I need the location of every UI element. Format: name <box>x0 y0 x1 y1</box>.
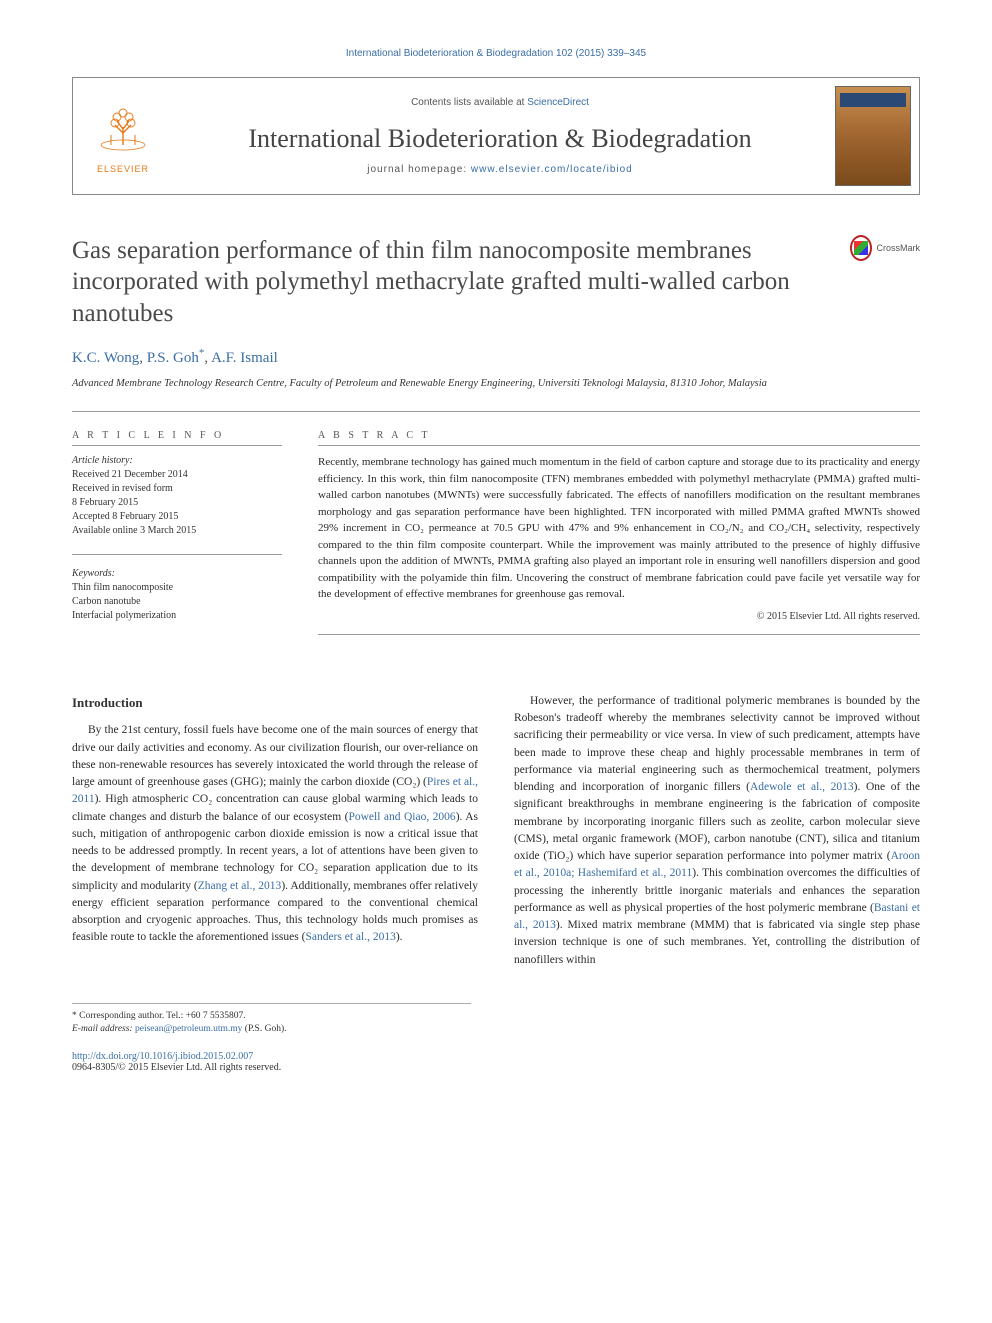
crossmark-badge[interactable]: CrossMark <box>850 235 920 261</box>
corresponding-email-link[interactable]: peisean@petroleum.utm.my <box>135 1024 242 1034</box>
crossmark-label: CrossMark <box>876 243 920 253</box>
intro-paragraph-1: By the 21st century, fossil fuels have b… <box>72 722 478 946</box>
author-list: K.C. Wong, P.S. Goh*, A.F. Ismail <box>72 347 920 367</box>
abstract-column: A B S T R A C T Recently, membrane techn… <box>318 430 920 647</box>
keywords-block: Keywords: Thin film nanocomposite Carbon… <box>72 567 282 623</box>
history-label: Article history: <box>72 454 282 468</box>
history-online: Available online 3 March 2015 <box>72 524 282 538</box>
ref-zhang-2013[interactable]: Zhang et al., 2013 <box>198 880 282 892</box>
introduction-heading: Introduction <box>72 693 478 713</box>
ref-sanders-2013[interactable]: Sanders et al., 2013 <box>305 931 395 943</box>
article-info-heading: A R T I C L E I N F O <box>72 430 282 446</box>
journal-homepage-link[interactable]: www.elsevier.com/locate/ibiod <box>471 164 633 175</box>
contents-available-line: Contents lists available at ScienceDirec… <box>183 97 817 108</box>
article-title: Gas separation performance of thin film … <box>72 235 830 329</box>
publisher-name: ELSEVIER <box>97 164 149 174</box>
keyword-3: Interfacial polymerization <box>72 609 282 623</box>
abstract-heading: A B S T R A C T <box>318 430 920 446</box>
keyword-2: Carbon nanotube <box>72 595 282 609</box>
journal-name: International Biodeterioration & Biodegr… <box>183 124 817 154</box>
intro-paragraph-2: However, the performance of traditional … <box>514 693 920 969</box>
history-revised-label: Received in revised form <box>72 482 282 496</box>
history-revised-date: 8 February 2015 <box>72 496 282 510</box>
info-divider <box>72 554 282 555</box>
journal-cover-block <box>827 78 919 194</box>
email-suffix: (P.S. Goh). <box>242 1024 286 1034</box>
abstract-divider <box>318 634 920 635</box>
abstract-copyright: © 2015 Elsevier Ltd. All rights reserved… <box>318 611 920 622</box>
ref-adewole-2013[interactable]: Adewole et al., 2013 <box>750 781 854 793</box>
affiliation: Advanced Membrane Technology Research Ce… <box>72 377 920 392</box>
article-info-column: A R T I C L E I N F O Article history: R… <box>72 430 282 647</box>
abstract-text: Recently, membrane technology has gained… <box>318 454 920 603</box>
corresponding-author-note: * Corresponding author. Tel.: +60 7 5535… <box>72 1010 471 1023</box>
crossmark-icon <box>850 235 872 261</box>
author-3: A.F. Ismail <box>211 350 278 366</box>
journal-cover-thumbnail <box>835 86 911 186</box>
elsevier-tree-icon <box>93 99 153 159</box>
journal-masthead: ELSEVIER Contents lists available at Sci… <box>72 77 920 195</box>
email-label: E-mail address: <box>72 1024 135 1034</box>
history-received: Received 21 December 2014 <box>72 468 282 482</box>
footnotes: * Corresponding author. Tel.: +60 7 5535… <box>72 1003 471 1037</box>
issn-copyright: 0964-8305/© 2015 Elsevier Ltd. All right… <box>72 1062 920 1073</box>
sciencedirect-link[interactable]: ScienceDirect <box>527 97 589 108</box>
journal-homepage-line: journal homepage: www.elsevier.com/locat… <box>183 164 817 175</box>
article-history-block: Article history: Received 21 December 20… <box>72 454 282 538</box>
section-divider <box>72 411 920 412</box>
doi-block: http://dx.doi.org/10.1016/j.ibiod.2015.0… <box>72 1051 920 1073</box>
running-head: International Biodeterioration & Biodegr… <box>72 48 920 59</box>
author-2: P.S. Goh <box>147 350 199 366</box>
keyword-1: Thin film nanocomposite <box>72 581 282 595</box>
keywords-label: Keywords: <box>72 567 282 581</box>
publisher-logo-block: ELSEVIER <box>73 78 173 194</box>
article-body: Introduction By the 21st century, fossil… <box>72 693 920 969</box>
history-accepted: Accepted 8 February 2015 <box>72 510 282 524</box>
ref-powell-qiao-2006[interactable]: Powell and Qiao, 2006 <box>348 811 455 823</box>
contents-prefix: Contents lists available at <box>411 97 527 108</box>
doi-link[interactable]: http://dx.doi.org/10.1016/j.ibiod.2015.0… <box>72 1051 253 1062</box>
homepage-prefix: journal homepage: <box>367 164 471 175</box>
email-line: E-mail address: peisean@petroleum.utm.my… <box>72 1023 471 1036</box>
author-1: K.C. Wong <box>72 350 139 366</box>
